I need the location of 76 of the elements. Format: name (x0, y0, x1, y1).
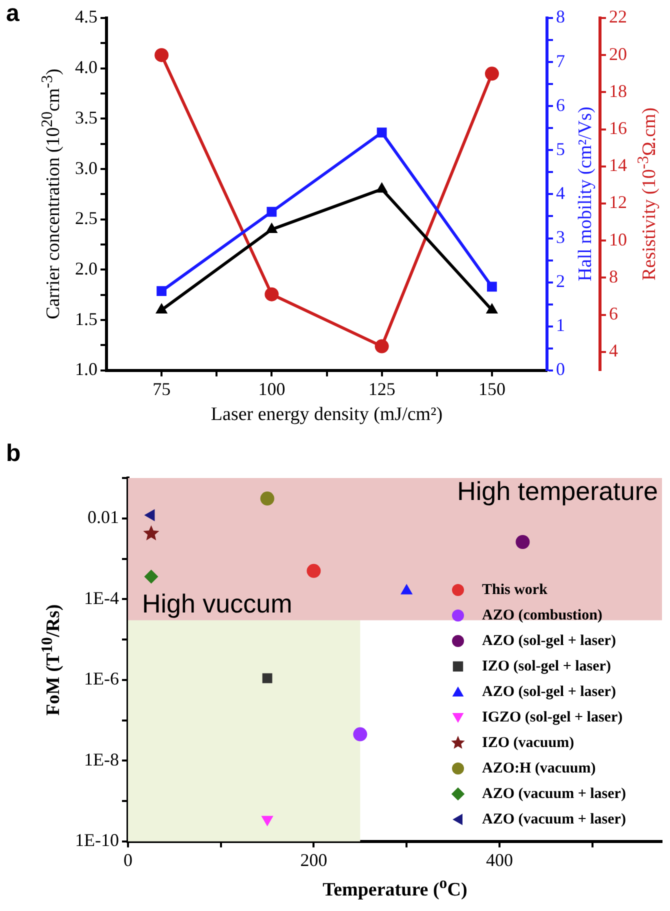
x-tick-label: 100 (258, 378, 286, 399)
point (143, 525, 160, 540)
y2-tick-label: 3 (556, 226, 565, 247)
legend-label: IZO (vacuum) (482, 734, 574, 751)
y3-tick-label: 8 (609, 266, 618, 286)
point (266, 206, 277, 217)
point (156, 302, 168, 314)
y2-tick-label: 5 (556, 138, 565, 159)
y-tick-label: 1E-8 (84, 749, 119, 770)
point (484, 66, 499, 81)
x-axis-title: Temperature ($^{o}$C) (322, 875, 468, 902)
point (376, 182, 388, 193)
x-tick-label: 200 (300, 850, 328, 870)
y-tick-label: 1E-6 (84, 668, 119, 689)
legend-label: AZO (vacuum + laser) (482, 786, 626, 802)
y2-tick-label: 2 (556, 271, 565, 292)
y-tick-label: 4.5 (75, 6, 98, 27)
y2-tick-label: 1 (556, 315, 565, 336)
y3-tick-label: 20 (609, 44, 627, 64)
chart-title: a (6, 0, 20, 28)
y3-tick-label: 14 (609, 155, 627, 176)
point (353, 727, 368, 742)
band-label: High temperature (457, 476, 658, 506)
point (266, 222, 278, 233)
point (306, 564, 321, 578)
legend-label: IGZO (sol-gel + laser) (482, 709, 623, 726)
y2-tick-label: 8 (556, 6, 565, 27)
x-tick-label: 0 (123, 850, 132, 870)
x-tick-label: 125 (368, 378, 396, 399)
y-tick-label: 2.0 (75, 258, 98, 278)
y3-tick-label: 16 (609, 118, 627, 138)
legend-label: AZO (vacuum + laser) (482, 811, 626, 828)
point (154, 48, 169, 62)
point (486, 282, 497, 292)
y3-tick-label: 12 (609, 192, 627, 212)
band-label: High vuccum (142, 588, 292, 618)
legend-label: AZO (combustion) (482, 607, 602, 624)
y-tick-label: 1E-4 (84, 588, 119, 608)
point (260, 492, 274, 506)
x-tick-label: 400 (486, 850, 513, 870)
y2-axis-title: Hall mobility (cm²/Vs) (575, 106, 597, 282)
point (261, 816, 274, 826)
y-tick-label: 2.5 (75, 208, 98, 228)
y-tick-label: 1.0 (75, 359, 98, 380)
legend-label: AZO:H (vacuum) (482, 760, 596, 776)
y2-tick-label: 4 (556, 182, 565, 203)
point (486, 302, 498, 314)
chart-title: b (6, 440, 21, 468)
point (144, 570, 158, 584)
y2-tick-label: 6 (556, 94, 565, 115)
legend-label: IZO (sol-gel + laser) (482, 658, 611, 674)
y-tick-label: 4.0 (75, 57, 98, 78)
x-axis-title: Laser energy density (mJ/cm²) (210, 404, 443, 426)
y3-tick-label: 18 (609, 80, 627, 101)
legend-label: AZO (sol-gel + laser) (482, 684, 616, 700)
point (262, 673, 272, 684)
y-tick-label: 1E-10 (74, 830, 119, 850)
point (376, 128, 387, 138)
y3-tick-label: 6 (609, 303, 618, 324)
x-tick-label: 75 (152, 378, 171, 399)
y2-tick-label: 7 (556, 50, 565, 71)
y2-tick-label: 0 (556, 359, 565, 380)
y-tick-label: 3.5 (75, 107, 98, 128)
y3-tick-label: 22 (609, 6, 627, 27)
y-tick-label: 1.5 (75, 308, 98, 329)
legend-label: This work (482, 582, 548, 598)
point (374, 339, 389, 354)
point (156, 286, 167, 296)
y-tick-label: 0.01 (87, 507, 119, 528)
x-tick-label: 150 (478, 378, 506, 399)
y-tick-label: 3.0 (75, 158, 98, 178)
point (516, 535, 530, 549)
point (264, 287, 279, 302)
y3-tick-label: 10 (609, 229, 627, 250)
y3-tick-label: 4 (609, 340, 618, 361)
legend-label: AZO (sol-gel + laser) (482, 632, 616, 649)
